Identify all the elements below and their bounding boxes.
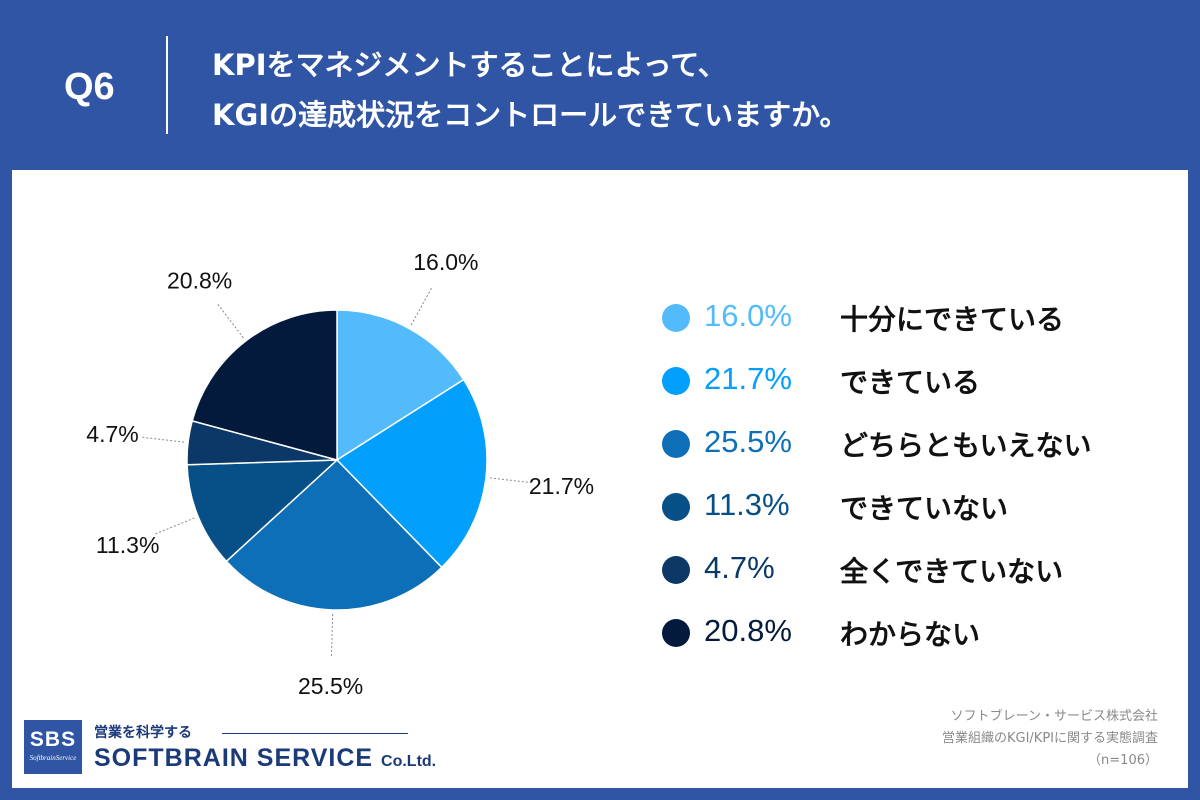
legend-dot <box>662 367 690 395</box>
question-title-line1: KPIをマネジメントすることによって、 <box>212 48 727 82</box>
logo-emblem: SBS SoftbrainService <box>22 718 84 776</box>
logo-divider <box>222 733 408 734</box>
leader-line <box>330 613 334 656</box>
question-title-line2: KGIの達成状況をコントロールできていますか。 <box>212 98 849 132</box>
slice-value-label: 21.7% <box>529 473 594 499</box>
legend-label: わからない <box>840 618 981 651</box>
leader-line <box>489 477 532 484</box>
leader-line <box>217 304 244 339</box>
question-title: KPIをマネジメントすることによって、 KGIの達成状況をコントロールできていま… <box>212 40 849 140</box>
legend-percent: 4.7% <box>704 550 775 585</box>
legend-dot <box>662 619 690 647</box>
logo-name: SOFTBRAIN SERVICE Co.Ltd. <box>94 744 436 773</box>
legend-dot <box>662 430 690 458</box>
legend-label: できている <box>840 366 981 399</box>
pie-slice <box>335 378 488 569</box>
question-header: Q6 KPIをマネジメントすることによって、 KGIの達成状況をコントロールでき… <box>0 0 1200 170</box>
source-sample-size: （n=106） <box>1088 753 1158 768</box>
chart-panel: 16.0% 21.7% 25.5% 11.3% 4.7% 20.8% 16.0% 十分にで… <box>12 170 1188 788</box>
logo-suffix: Co.Ltd. <box>381 753 437 770</box>
leader-line <box>410 288 432 326</box>
pie-slice <box>186 459 339 563</box>
leader-line <box>155 517 195 535</box>
pie-slice <box>225 458 443 611</box>
legend-label: できていない <box>840 492 1009 525</box>
leader-line <box>142 436 185 443</box>
legend-dot <box>662 493 690 521</box>
logo-name-text: SOFTBRAIN SERVICE <box>94 744 374 772</box>
legend-dot <box>662 556 690 584</box>
legend-label: どちらともいえない <box>840 429 1092 462</box>
slice-value-label: 11.3% <box>96 532 160 558</box>
slice-value-label: 20.8% <box>167 268 232 294</box>
slice-value-label: 16.0% <box>413 249 478 275</box>
source-note: ソフトブレーン・サービス株式会社 営業組織のKGI/KPIに関する実態調査 （n… <box>942 706 1158 772</box>
source-survey: 営業組織のKGI/KPIに関する実態調査 <box>941 731 1158 746</box>
pie-slice <box>191 309 338 461</box>
legend-label: 全くできていない <box>840 555 1064 588</box>
logo-sub: SoftbrainService <box>29 754 77 762</box>
logo-abbr: SBS <box>29 728 77 751</box>
legend-percent: 21.7% <box>704 361 792 396</box>
pie-slice <box>336 309 465 462</box>
legend-label: 十分にできている <box>840 303 1065 336</box>
legend-percent: 16.0% <box>704 298 792 333</box>
logo-tagline: 営業を科学する <box>94 725 192 741</box>
question-number: Q6 <box>64 66 115 108</box>
legend-percent: 20.8% <box>704 613 792 648</box>
header-divider <box>166 36 168 134</box>
slice-value-label: 25.5% <box>298 673 363 699</box>
pie-chart: 16.0% 21.7% 25.5% 11.3% 4.7% 20.8% <box>86 249 594 699</box>
slice-value-label: 4.7% <box>86 421 138 447</box>
legend-percent: 25.5% <box>704 424 792 459</box>
legend-dot <box>662 304 690 332</box>
source-company: ソフトブレーン・サービス株式会社 <box>950 709 1158 724</box>
legend-percent: 11.3% <box>704 487 790 522</box>
